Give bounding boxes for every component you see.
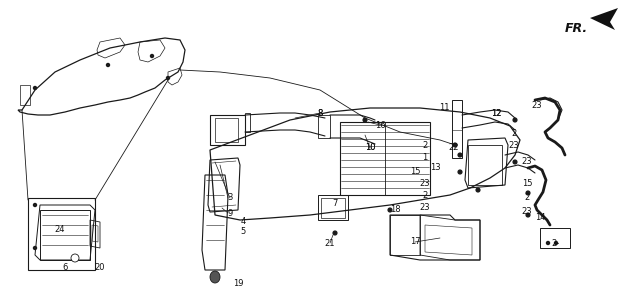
Ellipse shape — [71, 254, 79, 262]
Text: 8: 8 — [317, 109, 323, 118]
Ellipse shape — [513, 160, 517, 164]
Polygon shape — [590, 8, 618, 30]
Ellipse shape — [458, 170, 462, 174]
Ellipse shape — [333, 231, 337, 235]
Text: 10: 10 — [365, 143, 375, 152]
Ellipse shape — [166, 76, 170, 80]
Text: 11: 11 — [439, 103, 449, 112]
Text: 15: 15 — [522, 178, 532, 188]
Ellipse shape — [458, 153, 462, 157]
Text: 23: 23 — [420, 178, 430, 188]
Ellipse shape — [33, 247, 36, 250]
Text: 15: 15 — [410, 167, 420, 176]
Ellipse shape — [513, 118, 517, 122]
Text: 24: 24 — [55, 226, 65, 235]
Text: 2: 2 — [524, 194, 530, 202]
Text: 1: 1 — [422, 152, 428, 161]
Ellipse shape — [33, 203, 36, 206]
Text: 23: 23 — [420, 203, 430, 212]
Text: 22: 22 — [449, 143, 460, 152]
Ellipse shape — [476, 188, 480, 192]
Text: 16: 16 — [374, 121, 385, 130]
Text: 4: 4 — [241, 218, 246, 226]
Text: 17: 17 — [410, 238, 420, 247]
Text: 18: 18 — [390, 206, 400, 214]
Text: 6: 6 — [62, 263, 68, 272]
Ellipse shape — [210, 271, 220, 283]
Text: 23: 23 — [522, 206, 532, 215]
Text: 2: 2 — [511, 128, 516, 137]
Ellipse shape — [526, 191, 530, 195]
Ellipse shape — [526, 213, 530, 217]
Ellipse shape — [388, 208, 392, 212]
Ellipse shape — [150, 55, 154, 58]
Text: FR.: FR. — [565, 22, 588, 35]
Text: 14: 14 — [535, 214, 545, 223]
Text: 10: 10 — [365, 143, 375, 152]
Text: 8: 8 — [317, 109, 323, 118]
Text: 5: 5 — [241, 226, 246, 236]
Ellipse shape — [554, 242, 557, 244]
Ellipse shape — [106, 64, 109, 67]
Text: 2: 2 — [422, 191, 428, 200]
Text: 9: 9 — [227, 208, 232, 217]
Text: 13: 13 — [429, 164, 440, 172]
Text: 23: 23 — [532, 100, 542, 109]
Text: 3: 3 — [227, 194, 233, 202]
Text: 23: 23 — [522, 158, 532, 166]
Text: 2: 2 — [422, 140, 428, 149]
Text: 12: 12 — [491, 109, 501, 118]
Ellipse shape — [453, 143, 457, 147]
Ellipse shape — [33, 86, 36, 89]
Text: 7: 7 — [332, 200, 338, 208]
Text: 23: 23 — [509, 140, 519, 149]
Text: 20: 20 — [95, 263, 105, 272]
Text: 19: 19 — [233, 278, 243, 287]
Text: 21: 21 — [324, 238, 335, 247]
Ellipse shape — [363, 118, 367, 122]
Ellipse shape — [547, 242, 550, 244]
Text: 12: 12 — [491, 109, 501, 118]
Text: 2-: 2- — [552, 239, 560, 248]
